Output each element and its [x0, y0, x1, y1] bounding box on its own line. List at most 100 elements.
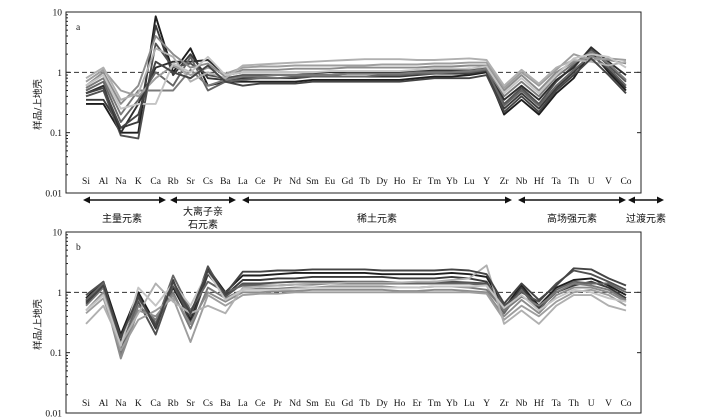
y-tick-label: 1 [57, 69, 62, 79]
x-tick-label: Ca [150, 399, 161, 409]
x-tick-label: Sr [186, 177, 195, 187]
plot-frame [65, 11, 642, 194]
panel-letter: b [76, 243, 81, 253]
x-tick-label: Er [412, 399, 422, 409]
x-tick-label: Yb [446, 399, 458, 409]
x-tick-label: Sr [186, 399, 195, 409]
group-label: 高场强元素 [547, 212, 597, 225]
series-line-10 [85, 267, 627, 339]
group-label: 稀土元素 [357, 212, 397, 225]
x-tick-label: La [238, 177, 249, 187]
x-tick-label: V [605, 399, 612, 409]
y-tick-label: 0.1 [50, 129, 62, 139]
x-tick-label: Eu [325, 399, 336, 409]
series-line-9 [85, 47, 627, 101]
x-tick-label: Co [620, 177, 631, 187]
x-tick-label: Ba [220, 399, 231, 409]
y-axis-title: 样品/上地壳 [32, 79, 44, 130]
series-line-1 [86, 15, 627, 134]
x-tick-label: Tm [428, 177, 442, 187]
x-tick-label: Si [82, 399, 90, 409]
x-tick-label: Cs [203, 399, 213, 409]
x-tick-label: U [588, 177, 595, 187]
x-tick-label: Sm [306, 177, 319, 187]
chart-panel-b: 10 1 0.1 0.01 样品/上地壳 b Si Al Na K Ca Rb Sr Cs Ba La Ce Pr… [32, 229, 642, 417]
x-tick-label: Dy [376, 399, 388, 409]
panel-letter: a [76, 23, 81, 33]
x-tick-label: Gd [341, 177, 353, 187]
x-tick-label: Ta [552, 399, 562, 409]
x-tick-label: K [135, 177, 142, 187]
group-label-line2: 石元素 [188, 218, 218, 231]
x-tick-label: Hf [534, 176, 545, 187]
chart-panel-a: 10 1 0.1 0.01 样品/上地壳 a Si Al Na K Ca Rb Sr Cs Ba La Ce Pr… [32, 9, 642, 200]
plot-frame [65, 231, 642, 414]
x-tick-label: Hf [534, 398, 545, 409]
x-tick-label: Nb [516, 177, 528, 187]
x-tick-label: V [605, 177, 612, 187]
group-label: 大离子亲 [183, 205, 223, 218]
series-line-6 [85, 50, 627, 116]
y-axis-title: 样品/上地壳 [32, 299, 44, 350]
x-tick-label: Al [99, 399, 109, 409]
x-tick-label: Ce [255, 177, 266, 187]
group-span-arrow [83, 196, 166, 204]
series-line-11 [85, 57, 627, 129]
x-tick-label: Eu [325, 177, 336, 187]
group-label: 主量元素 [102, 212, 142, 225]
y-tick-label: 10 [53, 229, 63, 239]
x-tick-label: Al [99, 177, 109, 187]
x-tick-label: Y [483, 177, 490, 187]
group-label: 过渡元素 [626, 212, 666, 225]
group-span-arrow [242, 196, 512, 204]
series-line-7 [85, 35, 627, 105]
x-tick-label: Rb [168, 177, 179, 187]
y-tick-label: 1 [57, 289, 62, 299]
x-tick-label: Tb [359, 399, 370, 409]
y-tick-label: 10 [53, 9, 63, 19]
x-tick-label: Y [483, 399, 490, 409]
x-tick-label: Nb [516, 399, 528, 409]
x-tick-label: Ba [220, 177, 231, 187]
x-tick-label: Nd [289, 399, 301, 409]
x-tick-label: Ta [552, 177, 562, 187]
x-tick-label: Tb [359, 177, 370, 187]
series-line-5 [85, 54, 627, 123]
x-tick-label: Gd [341, 399, 353, 409]
x-tick-label: Th [568, 399, 579, 409]
x-tick-label: Zr [500, 177, 510, 187]
x-tick-label: Na [115, 177, 127, 187]
x-tick-label: Cs [203, 177, 213, 187]
group-span-arrow [628, 196, 664, 204]
y-tick-label: 0.1 [50, 349, 62, 359]
group-span-arrow [170, 196, 236, 204]
x-tick-label: Tm [428, 399, 442, 409]
series-line-10 [85, 53, 627, 110]
x-tick-label: Yb [446, 177, 458, 187]
x-tick-label: Lu [464, 399, 475, 409]
x-tick-label: Dy [376, 177, 388, 187]
x-tick-label: Co [620, 399, 631, 409]
y-tick-label: 0.01 [45, 410, 62, 417]
x-tick-label: Zr [500, 399, 510, 409]
x-tick-label: Sm [306, 399, 319, 409]
x-tick-label: U [588, 399, 595, 409]
x-tick-label: Lu [464, 177, 475, 187]
x-tick-label: Si [82, 177, 90, 187]
x-tick-label: Ho [394, 399, 406, 409]
y-tick-label: 0.01 [45, 190, 62, 200]
x-tick-label: La [238, 399, 249, 409]
x-tick-label: Nd [289, 177, 301, 187]
x-tick-label: Ca [150, 177, 161, 187]
x-tick-label: Ce [255, 399, 266, 409]
series-line-6 [85, 286, 627, 360]
x-tick-label: Na [115, 399, 127, 409]
x-tick-label: Ho [394, 177, 406, 187]
series-line-8 [85, 264, 627, 345]
series-line-7 [85, 288, 627, 352]
series-line-1 [85, 267, 627, 336]
x-tick-label: Th [568, 177, 579, 187]
series-line-8 [85, 53, 627, 98]
